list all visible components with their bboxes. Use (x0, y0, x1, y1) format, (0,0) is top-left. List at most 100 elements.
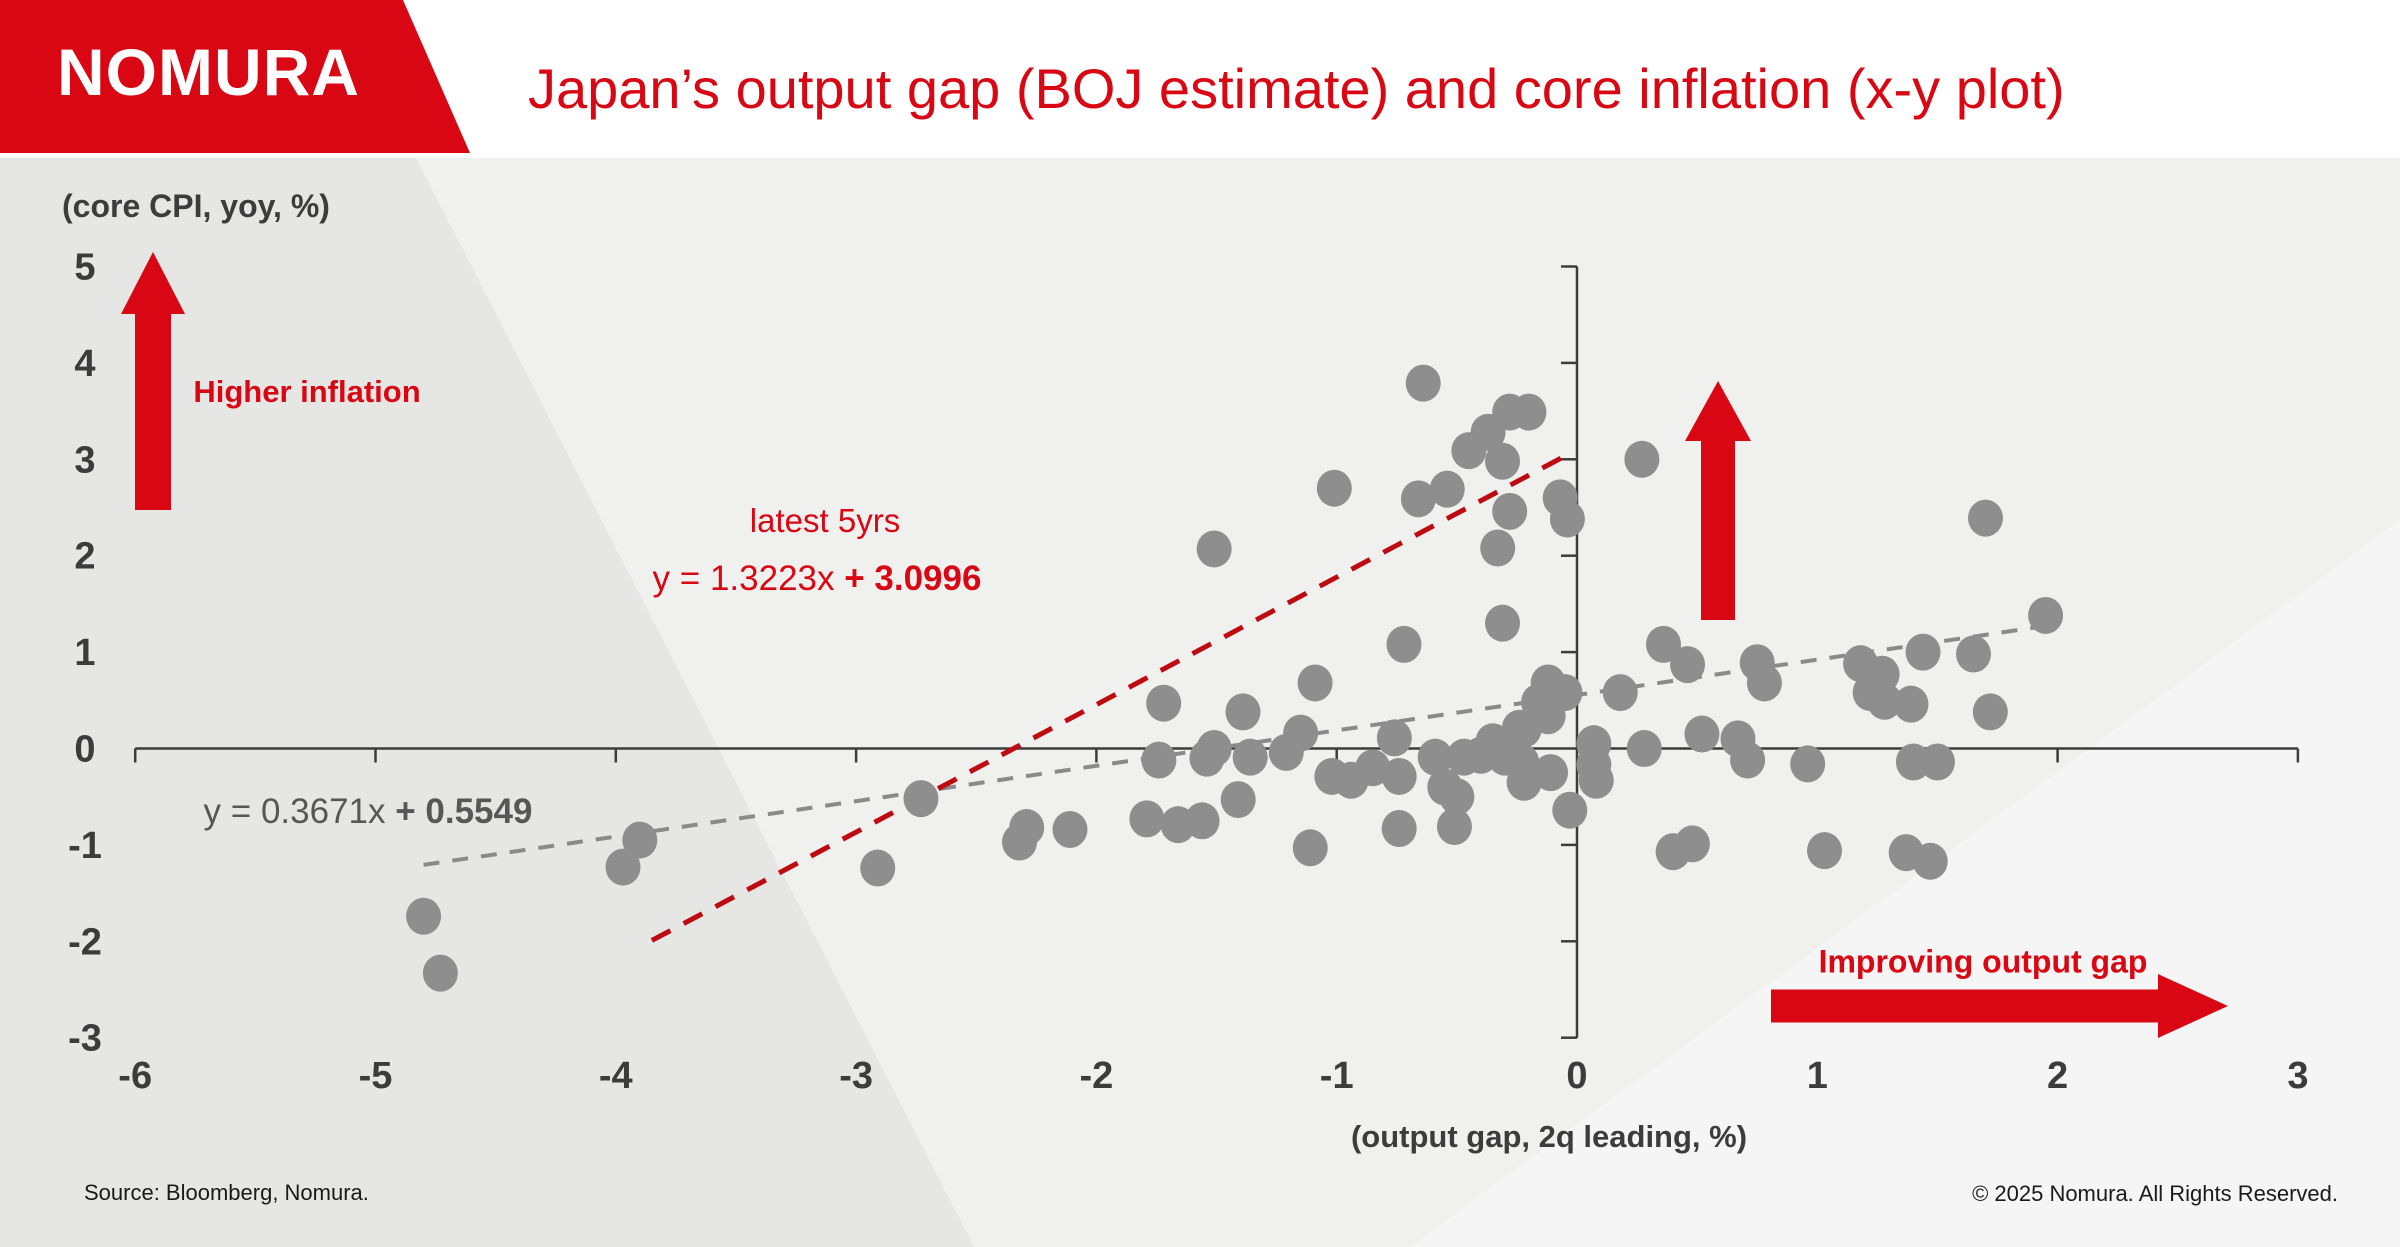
scatter-point (1292, 829, 1328, 867)
y-tick-label: 3 (74, 439, 95, 481)
nomura-banner: NOMURA (0, 0, 470, 153)
x-tick-label: -6 (118, 1055, 152, 1097)
scatter-point (1624, 440, 1660, 478)
scatter-point (622, 821, 658, 859)
scatter-point (1955, 635, 1991, 673)
scatter-point (1485, 604, 1521, 642)
scatter-point (1492, 492, 1528, 530)
x-tick-label: 3 (2287, 1055, 2308, 1097)
scatter-point (1511, 393, 1547, 431)
scatter-point (1684, 715, 1720, 753)
scatter-point (860, 849, 896, 887)
x-axis-title: (output gap, 2q leading, %) (1350, 1119, 1748, 1154)
scatter-point (1009, 809, 1045, 847)
equation-latest-5yrs-intercept: + 3.0996 (844, 559, 982, 598)
scatter-point (1867, 682, 1903, 720)
y-tick-label: 0 (74, 729, 95, 771)
scatter-point (1905, 633, 1941, 671)
scatter-point (1506, 763, 1542, 801)
scatter-point (1386, 625, 1422, 663)
y-tick-label: 4 (74, 343, 95, 385)
source-note: Source: Bloomberg, Nomura. (84, 1180, 369, 1205)
equation-full-sample-intercept: + 0.5549 (395, 792, 533, 831)
y-tick-label: -3 (68, 1018, 102, 1060)
scatter-point (1670, 646, 1706, 684)
x-tick-label: 1 (1807, 1055, 1828, 1097)
scatter-point (406, 897, 442, 935)
up-arrow-icon-right (1685, 381, 1751, 620)
page-title: Japan’s output gap (BOJ estimate) and co… (528, 57, 2065, 120)
scatter-point (1895, 743, 1931, 781)
scatter-point (1790, 745, 1826, 783)
scatter-point (1316, 469, 1352, 507)
y-tick-label: -1 (68, 825, 102, 867)
scatter-point (1381, 810, 1417, 848)
equation-latest-5yrs: y = 1.3223x + 3.0996 (653, 559, 982, 599)
scatter-point (1547, 674, 1583, 712)
y-tick-label: 5 (74, 247, 95, 289)
scatter-point (1646, 625, 1682, 663)
scatter-point (1052, 810, 1088, 848)
scatter-point (1405, 364, 1441, 402)
scatter-point (1355, 749, 1391, 787)
background-facet-right (1410, 520, 2400, 1247)
scatter-point (1376, 719, 1412, 757)
scatter-point (1549, 500, 1585, 538)
scatter-point (1893, 685, 1929, 723)
x-tick-label: 0 (1566, 1055, 1587, 1097)
scatter-point (422, 954, 458, 992)
scatter-point (1626, 730, 1662, 767)
x-tick-label: -2 (1080, 1055, 1114, 1097)
right-arrow-icon (1771, 974, 2228, 1038)
scatter-point (1864, 655, 1900, 693)
scatter-point (1429, 470, 1465, 508)
scatter-point (1485, 442, 1521, 480)
scatter-point (1381, 757, 1417, 795)
equation-full-sample: y = 0.3671x + 0.5549 (204, 792, 533, 832)
scatter-point (1232, 738, 1268, 776)
scatter-point (1297, 664, 1333, 702)
x-tick-label: -4 (599, 1055, 633, 1097)
scatter-point (1807, 832, 1843, 870)
x-tick-label: -5 (359, 1055, 393, 1097)
scatter-point (1283, 714, 1319, 752)
scatter-point (1184, 802, 1220, 840)
y-tick-label: 1 (74, 632, 95, 674)
trendline-full-sample (423, 624, 2046, 867)
scatter-point (1919, 743, 1955, 781)
improving-output-gap-label: Improving output gap (1818, 943, 2148, 980)
scatter-point (1196, 530, 1232, 568)
scatter-point (1196, 730, 1232, 767)
scatter-point (1730, 741, 1766, 779)
scatter-point (605, 848, 641, 886)
scatter-point (1225, 693, 1261, 731)
latest-5yrs-label: latest 5yrs (749, 502, 901, 539)
scatter-point (1746, 664, 1782, 702)
scatter-point (1674, 825, 1710, 863)
scatter-point (1578, 761, 1614, 799)
scatter-point (1141, 741, 1177, 779)
scatter-point (1146, 684, 1182, 722)
scatter-point (903, 780, 939, 818)
y-axis-title: (core CPI, yoy, %) (62, 188, 330, 224)
scatter-point (1968, 499, 2004, 537)
x-tick-label: -3 (839, 1055, 873, 1097)
scatter-point (1533, 754, 1569, 792)
y-tick-label: 2 (74, 536, 95, 578)
scatter-point (1417, 738, 1453, 776)
scatter-point (1129, 800, 1165, 838)
scatter-point (1480, 529, 1516, 567)
scatter-point (1552, 791, 1588, 829)
equation-latest-5yrs-prefix: y = 1.3223x (652, 559, 845, 598)
scatter-point (1220, 781, 1256, 819)
equation-full-sample-prefix: y = 0.3671x (203, 792, 396, 831)
scatter-point (1400, 480, 1436, 518)
scatter-point (1972, 693, 2008, 731)
scatter-point (1602, 674, 1638, 712)
background-facet-left (0, 158, 974, 1247)
scatter-point (1912, 842, 1948, 880)
higher-inflation-label: Higher inflation (193, 374, 421, 409)
scatter-point (1439, 778, 1475, 816)
